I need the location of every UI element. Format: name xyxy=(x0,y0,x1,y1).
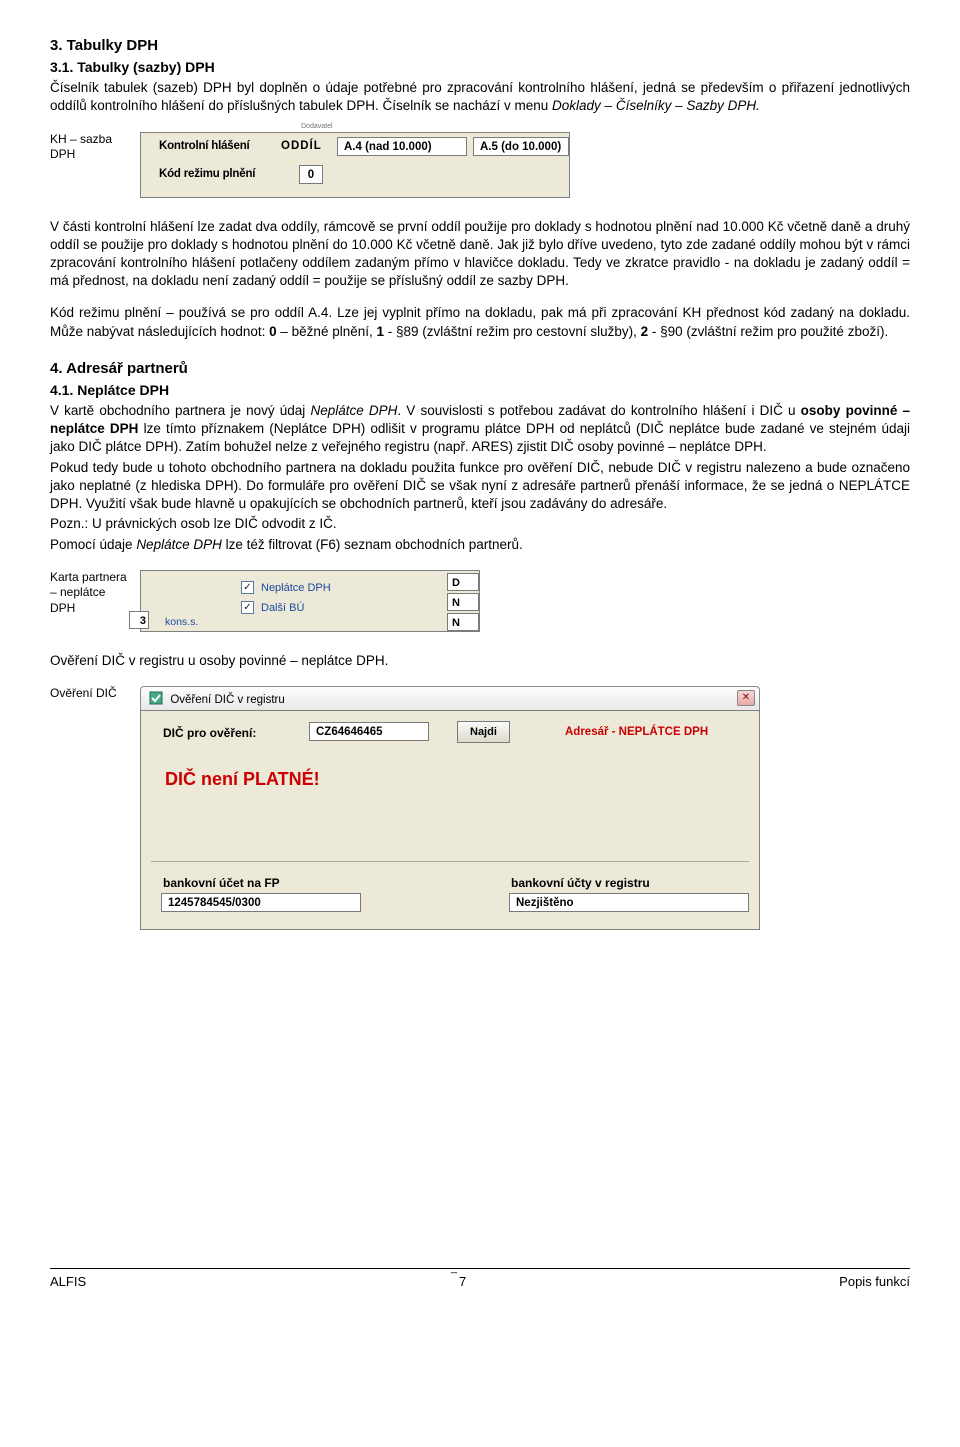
sec4-para2: Pokud tedy bude u tohoto obchodního part… xyxy=(50,459,910,514)
page-spacer xyxy=(50,930,910,1260)
ss1-field-kod[interactable]: 0 xyxy=(299,165,323,184)
ss3-field-dic[interactable]: CZ64646465 xyxy=(309,722,429,741)
sec4-p1e: lze tímto příznakem (Neplátce DPH) odliš… xyxy=(50,421,910,454)
ss3-label-dic: DIČ pro ověření: xyxy=(163,725,256,741)
sec4-p4b: Neplátce DPH xyxy=(136,537,222,552)
sec3-p3-2: 2 xyxy=(641,324,649,339)
screenshot-kh-sazba: Dodavatel Kontrolní hlášení ODDÍL A.4 (n… xyxy=(140,132,570,198)
sec4-para1: V kartě obchodního partnera je nový údaj… xyxy=(50,402,910,457)
window-icon xyxy=(149,691,163,705)
ss1-field-a5[interactable]: A.5 (do 10.000) xyxy=(473,137,569,156)
kh-sazba-block: KH – sazba DPH Dodavatel Kontrolní hláše… xyxy=(50,132,570,198)
side-label-partner: Karta partnera – neplátce DPH xyxy=(50,570,127,615)
sec4-para3: Pozn.: U právnických osob lze DIČ odvodi… xyxy=(50,515,910,533)
sec3-para2: V části kontrolní hlášení lze zadat dva … xyxy=(50,218,910,291)
ss2-left-3: 3 xyxy=(129,611,149,629)
ss3-body: DIČ pro ověření: CZ64646465 Najdi Adresá… xyxy=(140,710,760,930)
heading-3: 3. Tabulky DPH xyxy=(50,36,910,56)
sec4-p4a: Pomocí údaje xyxy=(50,537,136,552)
close-icon[interactable]: ✕ xyxy=(737,690,755,706)
sec3-para3: Kód režimu plnění – používá se pro oddíl… xyxy=(50,304,910,340)
sec4-p1c: . V souvislosti s potřebou zadávat do ko… xyxy=(397,403,800,418)
ss1-label-kod: Kód režimu plnění xyxy=(159,167,255,183)
footer-left: ALFIS xyxy=(50,1273,86,1291)
heading-3-1: 3.1. Tabulky (sazby) DPH xyxy=(50,58,910,77)
sec3-p3-prefix: Kód režimu plnění xyxy=(50,305,166,320)
ss1-label-kontrolni: Kontrolní hlášení xyxy=(159,139,250,155)
sec3-p3-0: 0 xyxy=(269,324,277,339)
ss3-label-adresar-neplatce: Adresář - NEPLÁTCE DPH xyxy=(565,725,708,741)
checkbox-neplatce[interactable]: ✓ xyxy=(241,581,254,594)
ss2-label-dalsibu: Další BÚ xyxy=(261,601,304,616)
ss2-box-n2[interactable]: N xyxy=(447,613,479,631)
sec3-p3c: - §89 (zvláštní režim pro cestovní služb… xyxy=(384,324,641,339)
ss3-label-fp: bankovní účet na FP xyxy=(163,875,280,891)
footer-right: Popis funkcí xyxy=(839,1273,910,1291)
ss3-separator xyxy=(151,861,749,862)
heading-4-1: 4.1. Neplátce DPH xyxy=(50,381,910,400)
side-label-overeni: Ověření DIČ xyxy=(50,686,117,700)
screenshot-partner-card: ✓ Neplátce DPH D N ✓ Další BÚ 3 kons.s. … xyxy=(140,570,480,632)
side-label-kh: KH – sazba DPH xyxy=(50,132,112,162)
sec3-p1b-italic: Doklady – Číselníky – Sazby DPH. xyxy=(552,98,760,113)
sec3-p3d: - §90 (zvláštní režim pro použité zboží)… xyxy=(648,324,888,339)
ss1-label-oddil: ODDÍL xyxy=(281,139,322,155)
ss2-label-kons: kons.s. xyxy=(165,615,198,629)
checkbox-dalsibu[interactable]: ✓ xyxy=(241,601,254,614)
ss3-titlebar: Ověření DIČ v registru ✕ xyxy=(140,686,760,710)
heading-4: 4. Adresář partnerů xyxy=(50,359,910,379)
sec3-p3b: – běžné plnění, xyxy=(277,324,377,339)
sec4-p4c: lze též filtrovat (F6) seznam obchodních… xyxy=(222,537,523,552)
footer-page-number: 7 xyxy=(459,1274,466,1289)
ss3-field-reg[interactable]: Nezjištěno xyxy=(509,893,749,912)
ss3-label-reg: bankovní účty v registru xyxy=(511,875,650,891)
sec4-para4: Pomocí údaje Neplátce DPH lze též filtro… xyxy=(50,536,910,554)
screenshot-overeni-dic: Ověření DIČ v registru ✕ DIČ pro ověření… xyxy=(140,686,760,930)
ss3-label-not-valid: DIČ není PLATNÉ! xyxy=(165,767,320,791)
sec3-p3-1: 1 xyxy=(376,324,384,339)
ss3-button-najdi[interactable]: Najdi xyxy=(457,721,510,743)
sec4-p1a: V kartě obchodního partnera je nový údaj xyxy=(50,403,310,418)
sec4-para5: Ověření DIČ v registru u osoby povinné –… xyxy=(50,652,910,670)
ss2-box-d[interactable]: D xyxy=(447,573,479,591)
ss1-field-a4[interactable]: A.4 (nad 10.000) xyxy=(337,137,467,156)
page-footer: ALFIS _ 7 Popis funkcí xyxy=(50,1268,910,1291)
ss1-partial-top: Dodavatel xyxy=(301,122,333,131)
overeni-dic-block: Ověření DIČ Ověření DIČ v registru ✕ DIČ… xyxy=(50,686,760,930)
ss3-field-fp[interactable]: 1245784545/0300 xyxy=(161,893,361,912)
partner-card-block: Karta partnera – neplátce DPH ✓ Neplátce… xyxy=(50,570,480,632)
ss3-title-text: Ověření DIČ v registru xyxy=(170,694,284,706)
sec4-p1b: Neplátce DPH xyxy=(310,403,397,418)
ss2-box-n1[interactable]: N xyxy=(447,593,479,611)
sec3-para1: Číselník tabulek (sazeb) DPH byl doplněn… xyxy=(50,79,910,115)
sec3-p1a: Číselník tabulek (sazeb) DPH byl doplněn… xyxy=(50,80,910,113)
ss2-label-neplatce: Neplátce DPH xyxy=(261,581,331,596)
